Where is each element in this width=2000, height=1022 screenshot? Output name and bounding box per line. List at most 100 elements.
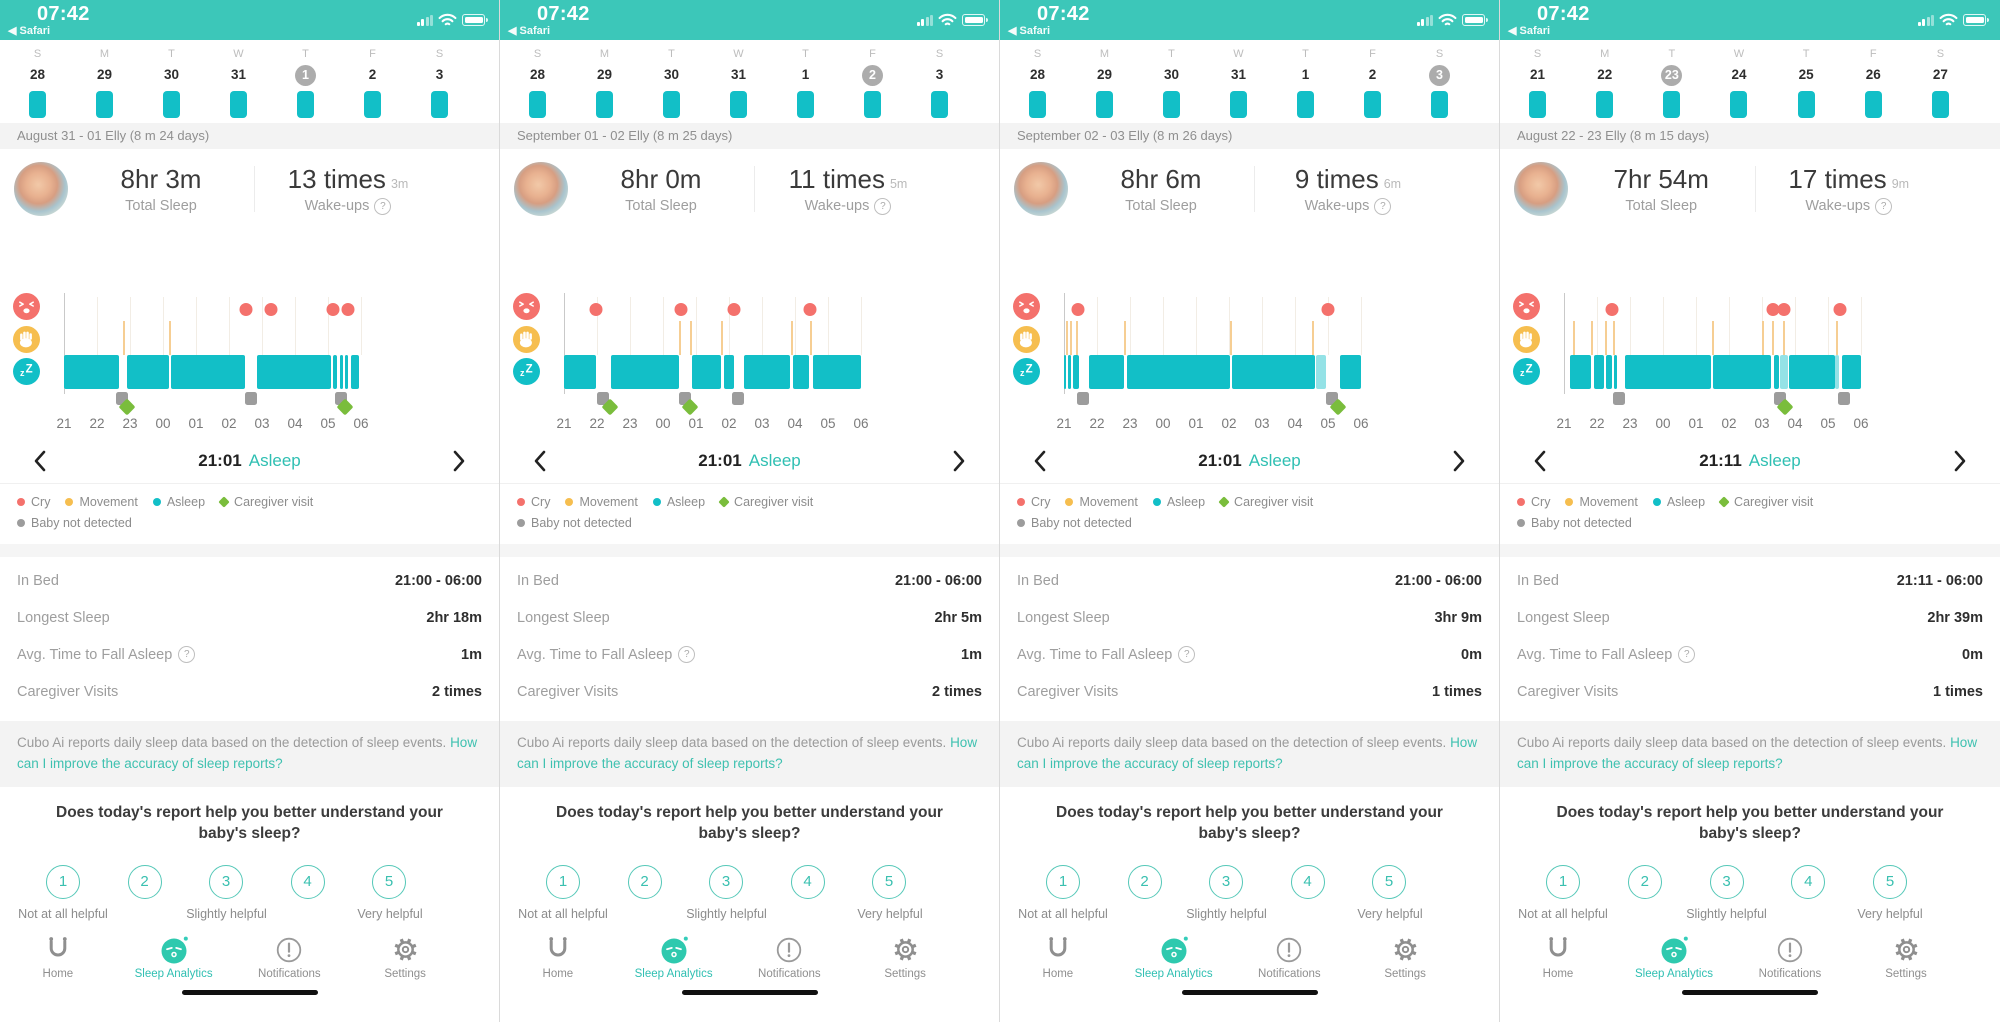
day-cell-27[interactable]: S 27 (1907, 48, 1974, 118)
rating-button-4[interactable]: 4 (290, 864, 325, 899)
next-button[interactable] (1453, 450, 1466, 472)
tab-home[interactable]: Home (0, 935, 116, 980)
safari-back-button[interactable]: ◀ Safari (1508, 25, 1551, 37)
rating-button-3[interactable]: 3 (1709, 864, 1744, 899)
stat-help-icon[interactable]: ? (1678, 646, 1696, 663)
rating-button-2[interactable]: 2 (1627, 864, 1662, 899)
next-button[interactable] (1954, 450, 1967, 472)
day-cell-29[interactable]: M 29 (71, 48, 138, 118)
tab-settings[interactable]: Settings (847, 935, 963, 980)
safari-back-button[interactable]: ◀ Safari (1008, 25, 1051, 37)
day-cell-30[interactable]: T 30 (1138, 48, 1205, 118)
day-cell-28[interactable]: S 28 (504, 48, 571, 118)
rating-button-1[interactable]: 1 (1546, 864, 1580, 899)
day-cell-23[interactable]: T 23 (1638, 48, 1705, 118)
day-cell-31[interactable]: W 31 (705, 48, 772, 118)
prev-button[interactable] (533, 450, 546, 472)
tab-sleep-analytics[interactable]: Sleep Analytics (1616, 935, 1732, 980)
rating-button-2[interactable]: 2 (1127, 864, 1162, 899)
day-letter: W (1233, 48, 1244, 60)
rating-button-5[interactable]: 5 (1372, 864, 1406, 899)
day-cell-30[interactable]: T 30 (638, 48, 705, 118)
wakeups-help-icon[interactable]: ? (874, 197, 892, 215)
tab-home[interactable]: Home (1000, 935, 1116, 980)
day-cell-31[interactable]: W 31 (205, 48, 272, 118)
next-button[interactable] (453, 450, 466, 472)
rating-button-1[interactable]: 1 (1046, 864, 1080, 899)
rating-button-4[interactable]: 4 (1791, 864, 1826, 899)
rating-button-3[interactable]: 3 (709, 864, 743, 899)
day-cell-26[interactable]: F 26 (1840, 48, 1907, 118)
day-letter: F (369, 48, 376, 60)
prev-button[interactable] (1033, 450, 1046, 472)
chevron-left-icon (534, 450, 546, 472)
pager-status: 21:01 Asleep (198, 451, 300, 471)
rating-button-5[interactable]: 5 (872, 864, 906, 899)
rating-button-4[interactable]: 4 (1290, 864, 1325, 899)
tab-notifications[interactable]: Notifications (1732, 935, 1848, 980)
day-cell-31[interactable]: W 31 (1205, 48, 1272, 118)
rating-button-2[interactable]: 2 (627, 864, 662, 899)
tab-notifications[interactable]: Notifications (732, 935, 848, 980)
stat-label: Longest Sleep (517, 609, 610, 626)
stat-help-icon[interactable]: ? (1178, 646, 1196, 663)
day-cell-22[interactable]: M 22 (1571, 48, 1638, 118)
safari-back-button[interactable]: ◀ Safari (8, 25, 51, 37)
day-cell-24[interactable]: W 24 (1705, 48, 1772, 118)
safari-back-button[interactable]: ◀ Safari (508, 25, 551, 37)
stat-value: 3hr 9m (1434, 609, 1482, 626)
day-cell-30[interactable]: T 30 (138, 48, 205, 118)
rating-button-1[interactable]: 1 (546, 864, 580, 899)
info-link[interactable]: How can I improve the accuracy of sleep … (1017, 735, 1478, 771)
tab-settings[interactable]: Settings (1347, 935, 1463, 980)
day-cell-21[interactable]: S 21 (1504, 48, 1571, 118)
tab-home[interactable]: Home (1500, 935, 1616, 980)
rating-button-5[interactable]: 5 (1873, 864, 1907, 899)
tab-notifications[interactable]: Notifications (1232, 935, 1348, 980)
prev-button[interactable] (33, 450, 46, 472)
rating-button-1[interactable]: 1 (46, 864, 80, 899)
sleep-segment (1713, 355, 1772, 389)
dot-swatch-icon (17, 498, 25, 506)
tab-settings[interactable]: Settings (1848, 935, 1964, 980)
rating-button-4[interactable]: 4 (790, 864, 825, 899)
wakeups-help-icon[interactable]: ? (1875, 197, 1893, 215)
prev-button[interactable] (1533, 450, 1546, 472)
day-cell-29[interactable]: M 29 (1071, 48, 1138, 118)
rating-button-2[interactable]: 2 (127, 864, 162, 899)
chart-gridline (1295, 297, 1296, 355)
rating-button-3[interactable]: 3 (1209, 864, 1243, 899)
stat-help-icon[interactable]: ? (178, 646, 196, 663)
day-cell-28[interactable]: S 28 (4, 48, 71, 118)
wakeups-help-icon[interactable]: ? (374, 197, 392, 215)
tab-sleep-analytics[interactable]: Sleep Analytics (1116, 935, 1232, 980)
day-cell-29[interactable]: M 29 (571, 48, 638, 118)
info-link[interactable]: How can I improve the accuracy of sleep … (517, 735, 978, 771)
info-link[interactable]: How can I improve the accuracy of sleep … (1517, 735, 1978, 771)
tab-sleep-analytics[interactable]: Sleep Analytics (116, 935, 232, 980)
tab-notifications[interactable]: Notifications (232, 935, 348, 980)
stat-help-icon[interactable]: ? (678, 646, 696, 663)
tab-sleep-analytics[interactable]: Sleep Analytics (616, 935, 732, 980)
tab-settings[interactable]: Settings (347, 935, 463, 980)
day-cell-28[interactable]: S 28 (1004, 48, 1071, 118)
wakeups-help-icon[interactable]: ? (1374, 197, 1392, 215)
rating-button-5[interactable]: 5 (372, 864, 406, 899)
rating-button-3[interactable]: 3 (209, 864, 243, 899)
tab-home[interactable]: Home (500, 935, 616, 980)
chart-axis (64, 293, 65, 394)
legend-item: Caregiver visit (718, 495, 813, 509)
info-link[interactable]: How can I improve the accuracy of sleep … (17, 735, 478, 771)
hour-tick-label: 02 (1721, 416, 1737, 431)
day-cell-25[interactable]: T 25 (1773, 48, 1840, 118)
next-button[interactable] (953, 450, 966, 472)
